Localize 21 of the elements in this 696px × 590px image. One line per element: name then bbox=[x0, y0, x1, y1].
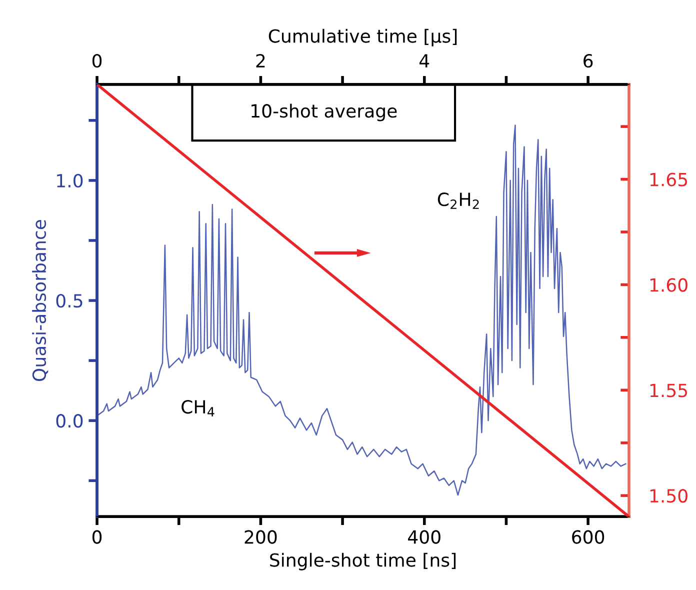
annotation: 10-shot average bbox=[252, 104, 397, 122]
x2-axis-title: Cumulative time [µs] bbox=[268, 28, 457, 46]
y2-tick-label: 1.60 bbox=[650, 278, 688, 292]
x2-tick-label: 4 bbox=[420, 54, 430, 68]
x-tick-label: 600 bbox=[572, 530, 604, 544]
x2-tick-label: 2 bbox=[256, 54, 265, 68]
x-tick-label: 400 bbox=[408, 530, 440, 544]
x-tick-label: 200 bbox=[244, 530, 277, 544]
x2-tick-label: 6 bbox=[584, 54, 593, 68]
y-axis-title: Quasi-absorbance bbox=[32, 220, 48, 382]
y2-tick-label: 1.55 bbox=[650, 384, 688, 398]
y-tick-label: 1.0 bbox=[57, 174, 83, 188]
annotation: CH$_{4}$ bbox=[182, 400, 214, 416]
y2-tick-label: 1.50 bbox=[650, 489, 688, 503]
y2-tick-label: 1.65 bbox=[650, 172, 688, 186]
annotation: C$_{2}$H$_{2}$ bbox=[438, 192, 479, 209]
x-tick-label: 0 bbox=[92, 530, 102, 544]
y-tick-label: 0.5 bbox=[56, 294, 82, 308]
y-tick-label: 0.0 bbox=[56, 414, 83, 428]
x2-tick-label: 0 bbox=[92, 54, 102, 68]
x-axis-title: Single-shot time [ns] bbox=[270, 552, 456, 570]
